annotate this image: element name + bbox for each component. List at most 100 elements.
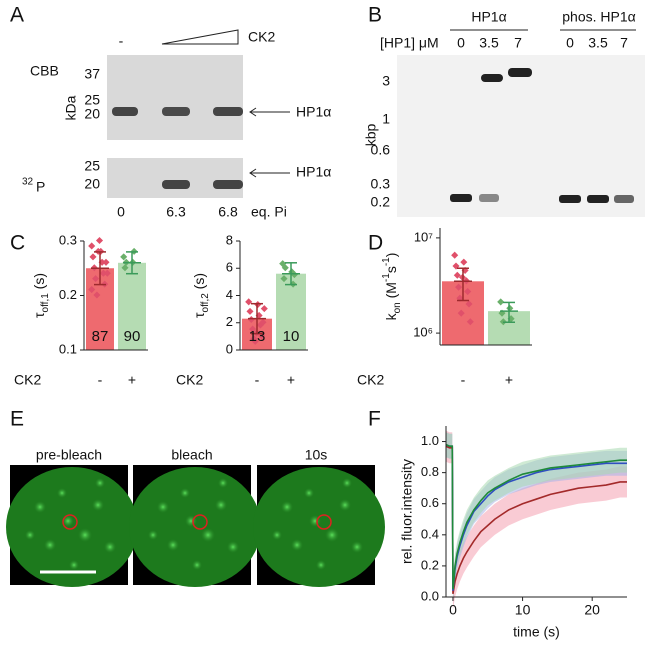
gradient-wedge bbox=[161, 29, 239, 45]
axis-label: τoff,1 (s) bbox=[31, 273, 51, 318]
data-point bbox=[460, 258, 468, 266]
y-tick-label: 0.8 bbox=[421, 464, 439, 479]
label-part: (s) bbox=[31, 273, 47, 293]
x-tick-label: + bbox=[505, 372, 513, 388]
y-tick-label: 0.2 bbox=[421, 557, 439, 572]
eq-unit: eq. Pi bbox=[251, 204, 287, 220]
bleach-roi bbox=[316, 514, 332, 530]
y-tick-label: 1.0 bbox=[421, 433, 439, 448]
gel-band bbox=[450, 194, 472, 202]
label-part: (s) bbox=[191, 273, 207, 293]
gel-band bbox=[508, 68, 532, 77]
y-label: rel. fluor.intensity bbox=[399, 459, 415, 564]
data-point bbox=[95, 236, 104, 245]
gel-image bbox=[107, 158, 243, 198]
image-label: bleach bbox=[171, 447, 212, 463]
panel-b: HP1α phos. HP1α [HP1] μM 0 3.5 7 0 3.5 7… bbox=[363, 9, 645, 217]
treatment-label: CK2 bbox=[248, 29, 275, 45]
data-point bbox=[453, 271, 461, 279]
gel-band bbox=[213, 180, 243, 189]
bleach-roi bbox=[192, 514, 208, 530]
x-tick-label: - bbox=[461, 372, 466, 388]
conc-value: 7 bbox=[620, 35, 628, 51]
x-label: CK2 bbox=[357, 372, 384, 388]
size-tick: 1 bbox=[382, 111, 390, 127]
conc-value: 0 bbox=[566, 35, 574, 51]
conc-value: 7 bbox=[514, 35, 522, 51]
isotope-label: P bbox=[36, 179, 45, 195]
data-point bbox=[466, 318, 474, 326]
mw-tick: 37 bbox=[84, 66, 100, 82]
x-tick-label: 10 bbox=[515, 602, 531, 618]
panel-label: D bbox=[368, 232, 383, 255]
eq-value: 6.8 bbox=[218, 204, 238, 220]
x-tick-label: - bbox=[98, 372, 103, 388]
data-point bbox=[254, 301, 262, 309]
eq-value: 0 bbox=[117, 204, 125, 220]
gel-band bbox=[112, 107, 138, 116]
label-part: τ bbox=[191, 312, 207, 318]
gel-band bbox=[481, 74, 503, 82]
gel-band bbox=[559, 195, 581, 203]
data-point bbox=[290, 271, 298, 279]
gel-image bbox=[397, 55, 645, 217]
image-label: 10s bbox=[305, 447, 328, 463]
arrow-head bbox=[249, 168, 257, 178]
label-part: off,2 bbox=[200, 293, 211, 313]
data-point bbox=[247, 315, 255, 324]
protein-label: HP1α bbox=[296, 164, 331, 180]
stain-label: CBB bbox=[30, 63, 59, 79]
x-label: time (s) bbox=[513, 624, 560, 640]
data-point bbox=[251, 337, 259, 345]
conc-value: 0 bbox=[457, 35, 465, 51]
y-tick-label: 4 bbox=[226, 287, 233, 302]
y-tick-label: 0.0 bbox=[421, 588, 439, 603]
data-point bbox=[88, 242, 96, 250]
data-point bbox=[465, 300, 473, 308]
data-point bbox=[89, 253, 97, 261]
label-part: s bbox=[383, 266, 399, 273]
panel-a: - CK2 CBB 37 25 20 kDa HP1α 32 P 25 20 H… bbox=[22, 29, 331, 220]
bar bbox=[118, 262, 146, 350]
y-tick-label: 6 bbox=[226, 260, 233, 275]
size-tick: 0.3 bbox=[371, 176, 391, 192]
lane-label: - bbox=[119, 33, 124, 49]
x-tick-label: 0 bbox=[449, 602, 457, 618]
conc-value: 3.5 bbox=[479, 35, 499, 51]
gel-band bbox=[614, 195, 634, 203]
data-point bbox=[102, 258, 110, 266]
label-part: (M bbox=[383, 282, 399, 302]
n-label: 87 bbox=[92, 328, 109, 345]
data-point bbox=[93, 291, 101, 299]
x-tick-label: - bbox=[255, 372, 260, 388]
gel-band bbox=[213, 107, 243, 116]
data-point bbox=[497, 298, 505, 306]
conc-label: [HP1] μM bbox=[380, 35, 439, 51]
error-band bbox=[446, 432, 627, 602]
data-point bbox=[88, 286, 96, 294]
data-point bbox=[103, 269, 111, 277]
y-tick-label: 0.6 bbox=[421, 495, 439, 510]
n-label: 90 bbox=[124, 328, 141, 345]
label-part: τ bbox=[31, 312, 47, 318]
data-point bbox=[121, 264, 129, 272]
data-point bbox=[249, 325, 257, 333]
axis-label: kbp bbox=[363, 124, 379, 147]
x-tick-label: 20 bbox=[584, 602, 600, 618]
conc-value: 3.5 bbox=[588, 35, 608, 51]
mw-tick: 20 bbox=[84, 106, 100, 122]
y-tick-label: 2 bbox=[226, 314, 233, 329]
panel-label: A bbox=[10, 4, 24, 27]
gel-band bbox=[587, 195, 609, 203]
axis-label: kon (M-1s-1) bbox=[381, 253, 403, 321]
label-part: k bbox=[383, 312, 399, 320]
panel-label: C bbox=[10, 232, 25, 255]
data-point bbox=[455, 283, 463, 291]
data-point bbox=[92, 275, 100, 283]
size-tick: 0.2 bbox=[371, 194, 391, 210]
x-label: CK2 bbox=[176, 372, 203, 388]
data-point bbox=[464, 287, 472, 296]
isotope-label: 32 bbox=[22, 177, 34, 188]
label-part: -1 bbox=[381, 273, 392, 282]
